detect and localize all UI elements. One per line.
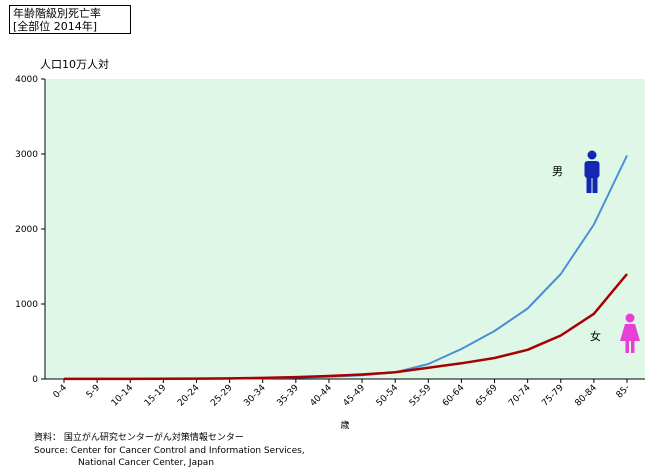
source-jp: 資料： 国立がん研究センターがん対策情報センター bbox=[34, 433, 244, 443]
series-label-male: 男 bbox=[552, 165, 563, 178]
y-tick-label: 3000 bbox=[15, 150, 38, 160]
y-tick-label: 0 bbox=[32, 375, 38, 385]
x-tick-label: 55-59 bbox=[408, 383, 434, 409]
x-tick-label: 80-84 bbox=[573, 383, 599, 409]
x-tick-label: 15-19 bbox=[143, 383, 169, 409]
x-tick-label: 60-64 bbox=[441, 383, 467, 409]
x-tick-label: 20-24 bbox=[176, 383, 202, 409]
y-tick-label: 2000 bbox=[15, 225, 38, 235]
x-tick-label: 85- bbox=[615, 383, 632, 400]
y-axis-label: 人口10万人対 bbox=[40, 58, 109, 71]
x-tick-label: 75-79 bbox=[540, 383, 566, 409]
plot-area bbox=[45, 79, 645, 379]
x-tick-label: 70-74 bbox=[507, 383, 533, 409]
x-tick-label: 35-39 bbox=[275, 383, 301, 409]
x-tick-label: 40-44 bbox=[308, 383, 334, 409]
x-tick-label: 65-69 bbox=[474, 383, 500, 409]
x-tick-label: 25-29 bbox=[209, 383, 235, 409]
x-tick-label: 45-49 bbox=[342, 383, 368, 409]
y-tick-label: 4000 bbox=[15, 75, 38, 85]
y-tick-label: 1000 bbox=[15, 300, 38, 310]
chart-title: 年齢階級別死亡率 bbox=[13, 7, 101, 20]
source-en-line2: National Cancer Center, Japan bbox=[78, 458, 215, 468]
x-tick-label: 10-14 bbox=[110, 383, 136, 409]
x-axis-label: 歳 bbox=[340, 419, 349, 431]
x-tick-label: 5-9 bbox=[85, 383, 103, 401]
female-person-icon bbox=[620, 313, 640, 353]
x-tick-label: 30-34 bbox=[242, 383, 268, 409]
x-tick-label: 50-54 bbox=[375, 383, 401, 409]
source-en-line1: Source: Center for Cancer Control and In… bbox=[34, 446, 305, 456]
chart-title-box: 年齢階級別死亡率 [全部位 2014年] bbox=[9, 5, 131, 34]
male-person-icon bbox=[584, 150, 600, 193]
chart-subtitle: [全部位 2014年] bbox=[13, 20, 98, 33]
series-line-female bbox=[64, 273, 628, 381]
x-tick-label: 0-4 bbox=[52, 383, 70, 401]
series-label-female: 女 bbox=[590, 329, 601, 343]
